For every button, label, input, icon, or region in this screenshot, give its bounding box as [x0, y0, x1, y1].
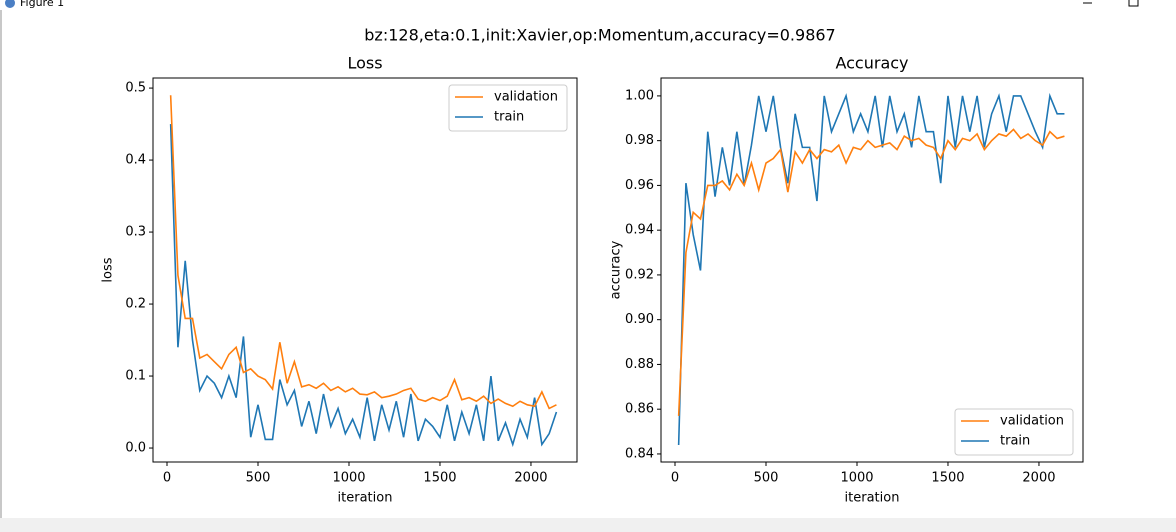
legend-label: train — [1000, 434, 1030, 449]
axes-frame — [152, 77, 578, 463]
legend-label: validation — [494, 90, 558, 105]
window-border — [0, 10, 2, 518]
y-tick-label: 0.98 — [625, 133, 654, 148]
series-line — [677, 92, 1065, 446]
y-axis-label: accuracy — [609, 240, 624, 299]
series-line — [677, 128, 1065, 416]
x-tick-label: 500 — [246, 471, 271, 486]
suptitle: bz:128,eta:0.1,init:Xavier,op:Momentum,a… — [364, 26, 835, 45]
y-tick-label: 0.4 — [125, 153, 146, 168]
x-tick-label: 1000 — [332, 471, 365, 486]
legend-label: validation — [1000, 414, 1064, 429]
x-tick-label: 500 — [754, 471, 779, 486]
y-tick-label: 0.3 — [125, 225, 146, 240]
y-tick-label: 0.92 — [625, 267, 654, 282]
title-bar — [0, 0, 1176, 10]
y-tick-label: 0.5 — [125, 81, 146, 96]
y-tick-label: 0.0 — [125, 441, 146, 456]
axes-frame — [660, 77, 1084, 463]
toolbar — [0, 518, 1176, 532]
series-line — [169, 95, 557, 410]
window-icon — [5, 0, 15, 8]
subplot-title: Accuracy — [835, 54, 908, 73]
y-tick-label: 0.90 — [625, 312, 654, 327]
x-tick-label: 0 — [671, 471, 679, 486]
y-tick-label: 0.2 — [125, 297, 146, 312]
y-tick-label: 0.86 — [625, 402, 654, 417]
window-title: Figure 1 — [20, 0, 64, 9]
x-tick-label: 2000 — [1022, 471, 1055, 486]
x-axis-label: iteration — [338, 491, 393, 506]
y-tick-label: 0.96 — [625, 178, 654, 193]
x-axis-label: iteration — [845, 491, 900, 506]
x-tick-label: 1000 — [840, 471, 873, 486]
y-tick-label: 0.88 — [625, 357, 654, 372]
x-tick-label: 2000 — [514, 471, 547, 486]
y-tick-label: 0.84 — [625, 446, 654, 461]
x-tick-label: 0 — [163, 471, 171, 486]
y-tick-label: 0.1 — [125, 369, 146, 384]
legend-label: train — [494, 110, 524, 125]
y-tick-label: 1.00 — [625, 88, 654, 103]
y-axis-label: loss — [101, 257, 116, 282]
maximize-button[interactable] — [1128, 0, 1139, 7]
subplot-title: Loss — [347, 54, 382, 73]
x-tick-label: 1500 — [423, 471, 456, 486]
y-tick-label: 0.94 — [625, 223, 654, 238]
x-tick-label: 1500 — [931, 471, 964, 486]
series-line — [169, 124, 558, 448]
